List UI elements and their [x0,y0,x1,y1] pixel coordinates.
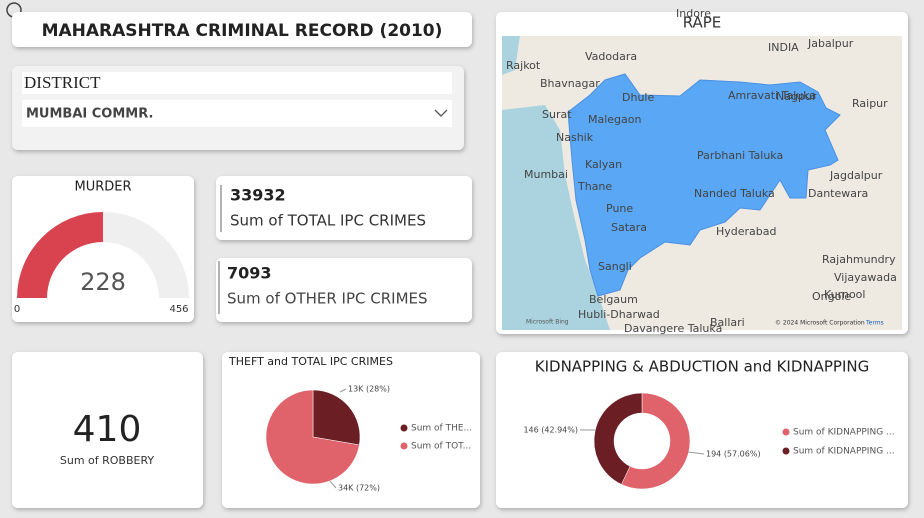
map-attribution: © 2024 Microsoft Corporation [775,320,865,327]
card-label: Sum of ROBBERY [60,454,155,467]
card-panel [216,176,472,240]
card-panel [12,352,203,508]
map-place: Surat [542,108,572,121]
map-place: Dantewara [808,187,868,200]
gauge-max-label: 456 [169,304,188,315]
map-place: Kalyan [585,158,622,171]
map-sea [502,36,520,75]
slice [265,389,360,485]
map-place: Davangere Taluka [624,322,722,335]
data-label: 34K (72%) [338,484,380,493]
card-value: 410 [73,409,142,450]
map-place: INDIA [768,41,799,54]
card-value: 7093 [227,264,272,283]
gauge-panel [12,176,194,322]
map-region [567,73,841,297]
map-title: RAPE [683,14,722,32]
map-place: Vadodara [585,50,637,63]
map-place: Kurnool [824,288,865,301]
gauge-min-label: 0 [14,304,20,315]
map-place: Raipur [852,97,888,110]
map-place: Ongole [812,290,851,303]
map-place: Mumbai [524,168,568,181]
slicer-value[interactable]: MUMBAI COMMR. [26,107,153,122]
leader-line [339,388,347,393]
map-terms[interactable]: Terms [865,320,884,327]
leader-line [687,451,705,455]
data-label: 146 (42.94%) [523,426,578,435]
legend-marker [400,442,408,450]
map-place: Nanded Taluka [694,187,775,200]
page-title: MAHARASHTRA CRIMINAL RECORD (2010) [42,21,443,41]
map-place: Rajahmundry [822,253,896,266]
map-place: Thane [577,180,612,193]
map-place: Nagpur [776,90,817,103]
map-place: Malegaon [588,113,642,126]
map-place: Parbhani Taluka [697,149,783,162]
map-place: Jagdalpur [829,169,883,182]
slicer-label: DISTRICT [24,73,101,92]
map-place: Ballari [710,316,745,329]
dropdown-chevron[interactable] [434,109,448,117]
map-sea [502,105,610,330]
card-panel [216,258,472,322]
card-label: Sum of TOTAL IPC CRIMES [230,212,426,230]
donut-panel [496,352,908,508]
slice [312,389,361,446]
map-place: Bhavnagar [540,77,600,90]
map-place: Amravati Taluka [728,89,816,102]
map-place: Satara [611,221,647,234]
legend-label: Sum of KIDNAPPING ... [793,428,895,438]
legend-label: Sum of THE... [411,424,472,434]
gauge-title: MURDER [74,180,131,195]
map-place: Belgaum [589,293,638,306]
map-place: Rajkot [506,59,541,72]
legend-marker [400,424,408,432]
slice [621,392,691,490]
slicer-dropdown[interactable] [22,100,452,127]
legend-label: Sum of KIDNAPPING ... [793,447,895,457]
map-place: Nashik [556,131,594,144]
map-place: Indore [676,7,711,20]
map-brand: Microsoft Bing [526,319,569,326]
map-place: Vijayawada [834,271,897,284]
legend-marker [782,428,790,436]
slice [593,392,643,485]
map-place: Pune [606,202,633,215]
gauge-value-label: 228 [80,268,126,296]
chart-title: KIDNAPPING & ABDUCTION and KIDNAPPING [535,358,869,376]
map-place: Dhule [622,91,654,104]
map-place: Jabalpur [807,37,854,50]
legend-label: Sum of TOT... [411,442,471,452]
gauge-value [17,212,103,298]
card-value: 33932 [230,186,286,205]
data-label: 13K (28%) [348,385,390,394]
chart-title: THEFT and TOTAL IPC CRIMES [228,355,393,368]
leader-line [329,480,337,489]
slicer-header [22,72,452,94]
map-place: Hyderabad [716,225,777,238]
map-place: Hubli-Dharwad [578,308,660,321]
map-place: Sangli [598,260,632,273]
legend-marker [782,447,790,455]
data-label: 194 (57.06%) [706,450,761,459]
title-panel [12,12,472,47]
card-label: Sum of OTHER IPC CRIMES [227,290,428,308]
